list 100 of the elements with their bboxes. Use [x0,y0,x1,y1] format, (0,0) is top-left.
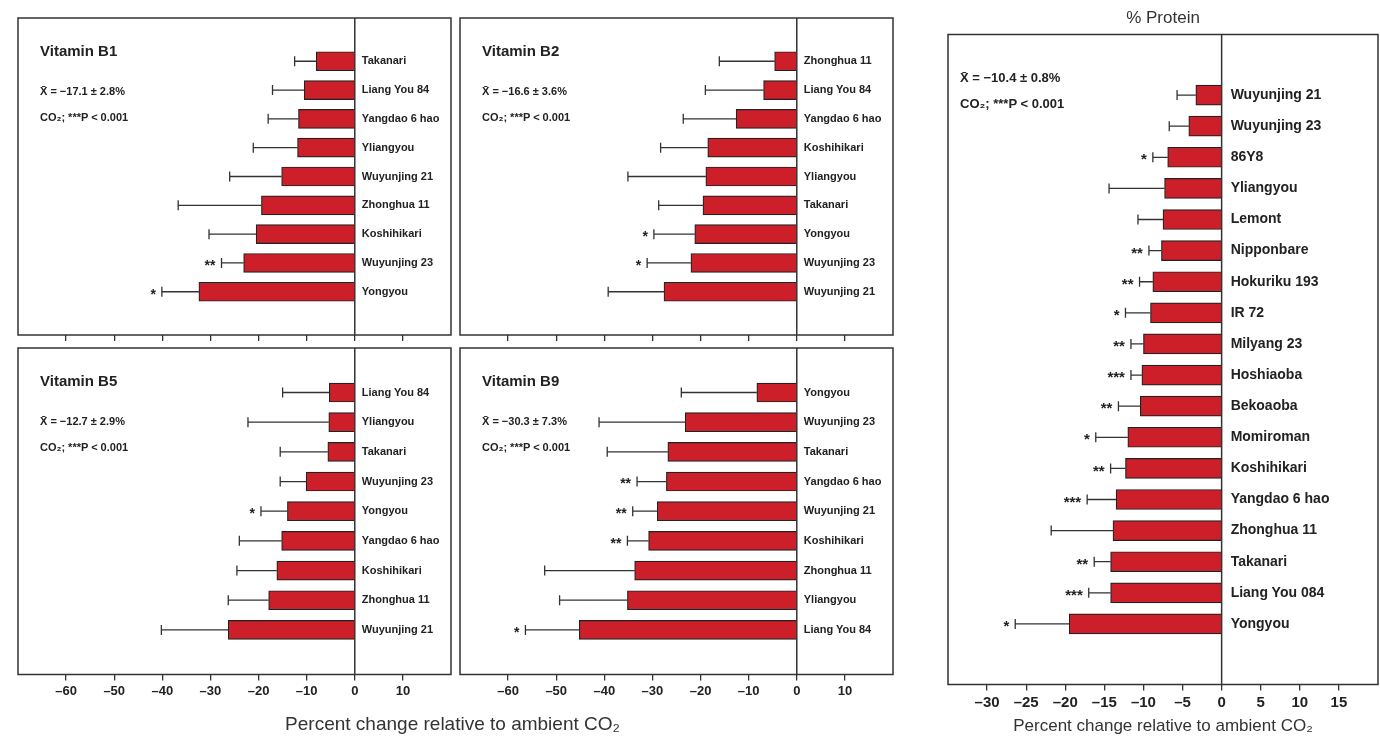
y-tick-label: Wuyunjing 23 [361,255,434,268]
y-tick-label: 86Y8 [1230,148,1264,165]
annotation: X̄ = −10.4 ± 0.8% [960,70,1061,86]
annotation: ** [1092,461,1105,479]
annotation: CO₂; ***P < 0.001 [482,111,571,123]
y-tick-label: Momiroman [1230,428,1310,445]
y-tick-label: Koshihikari [803,140,864,153]
x-tick-label: –25 [1013,692,1039,710]
y-tick-label: Takanari [361,54,407,67]
x-tick-label: 0 [1217,692,1226,710]
x-tick-label: 15 [1330,692,1348,710]
annotation: * [1083,430,1090,448]
x-tick-label: 0 [351,682,359,698]
y-tick-label: Yongyou [803,227,851,240]
y-tick-label: Yliangyou [803,169,857,182]
y-tick-label: Yongyou [1230,614,1290,631]
y-tick-label: Wuyunjing 21 [361,169,434,182]
y-tick-label: Takanari [803,198,849,211]
annotation: *** [1065,585,1083,603]
annotation: ** [1100,399,1113,417]
x-tick-label: –50 [103,682,126,698]
y-tick-label: Yliangyou [361,140,415,153]
annotation: * [1003,617,1010,635]
annotation: ** [1131,243,1144,261]
y-tick-label: Takanari [361,444,407,457]
x-tick-label: 5 [1256,692,1265,710]
annotation: * [150,285,157,302]
annotation: CO₂; ***P < 0.001 [40,441,129,453]
y-tick-label: Yangdao 6 hao [361,111,440,124]
y-tick-label: IR 72 [1230,303,1265,320]
annotation: * [249,505,256,522]
annotation: CO₂; ***P < 0.001 [960,96,1065,112]
x-tick-label: –40 [593,682,616,698]
annotation: X̄ = −16.6 ± 3.6% [482,85,568,97]
y-tick-label: Zhonghua 11 [803,54,872,67]
x-axis-title: Percent change relative to ambient CO₂ [1013,716,1313,736]
y-tick-label: Zhonghua 11 [803,563,872,576]
y-tick-label: Yangdao 6 hao [361,533,440,546]
annotation: *** [1063,492,1082,510]
x-tick-label: –20 [1052,692,1078,710]
annotation: ** [615,505,628,522]
x-tick-label: –50 [545,682,568,698]
x-tick-label: –20 [689,682,712,698]
annotation: X̄ = −30.3 ± 7.3% [482,415,568,427]
annotation: * [635,256,642,273]
y-tick-label: Wuyunjing 21 [361,622,434,635]
y-tick-label: Hoshiaoba [1230,365,1303,382]
y-tick-label: Yongyou [361,284,409,297]
y-tick-label: Liang You 84 [803,83,873,96]
y-tick-label: Zhonghua 11 [1230,521,1318,538]
x-tick-label: –10 [295,682,318,698]
y-tick-label: Yongyou [361,504,409,517]
y-tick-label: Zhonghua 11 [361,593,430,606]
x-tick-label: –30 [974,692,1000,710]
y-tick-label: Liang You 084 [1230,583,1325,600]
y-tick-label: Hokuriku 193 [1230,272,1319,289]
y-tick-label: Yliangyou [361,415,415,428]
y-tick-label: Koshihikari [361,563,422,576]
y-tick-label: Wuyunjing 23 [803,255,876,268]
y-tick-label: Nipponbare [1230,241,1309,258]
annotation: * [1140,150,1147,168]
annotation: ** [204,256,217,273]
annotation: ** [620,475,632,492]
y-tick-label: Yliangyou [803,593,857,606]
annotation: ** [1121,274,1134,292]
text: Vitamin B2 [482,42,560,59]
y-tick-label: Zhonghua 11 [361,198,430,211]
x-tick-label: –30 [641,682,664,698]
y-tick-label: Takanari [803,444,849,457]
y-tick-label: Liang You 84 [361,83,431,96]
y-tick-label: Bekoaoba [1230,397,1298,414]
annotation: ** [1076,554,1089,572]
annotation: CO₂; ***P < 0.001 [40,111,129,123]
annotation: X̄ = −12.7 ± 2.9% [40,415,126,427]
x-tick-label: –30 [199,682,222,698]
y-tick-label: Koshihikari [803,533,864,546]
annotation: * [642,228,649,244]
y-tick-label: Milyang 23 [1230,334,1303,351]
y-tick-label: Koshihikari [361,227,422,240]
annotation: * [1113,305,1120,323]
x-tick-label: –20 [247,682,270,698]
y-tick-label: Yongyou [803,385,851,398]
x-tick-label: –60 [55,682,77,698]
y-tick-label: Wuyunjing 21 [803,504,876,517]
y-tick-label: Yangdao 6 hao [803,111,882,124]
x-tick-label: 10 [1291,692,1309,710]
x-tick-label: 10 [837,682,853,698]
x-tick-label: –5 [1174,692,1191,710]
y-tick-label: Lemont [1230,210,1282,227]
y-tick-label: Wuyunjing 23 [803,415,876,428]
y-tick-label: Yangdao 6 hao [803,474,882,487]
text: Vitamin B9 [482,372,560,389]
annotation: ** [610,534,622,551]
y-tick-label: Koshihikari [1230,459,1307,476]
y-tick-label: Takanari [1230,552,1288,569]
y-tick-label: Yangdao 6 hao [1230,490,1330,507]
x-axis-title: Percent change relative to ambient CO₂ [284,713,621,735]
text: Vitamin B5 [40,372,118,389]
x-tick-label: –10 [1130,692,1156,710]
annotation: *** [1107,368,1126,386]
